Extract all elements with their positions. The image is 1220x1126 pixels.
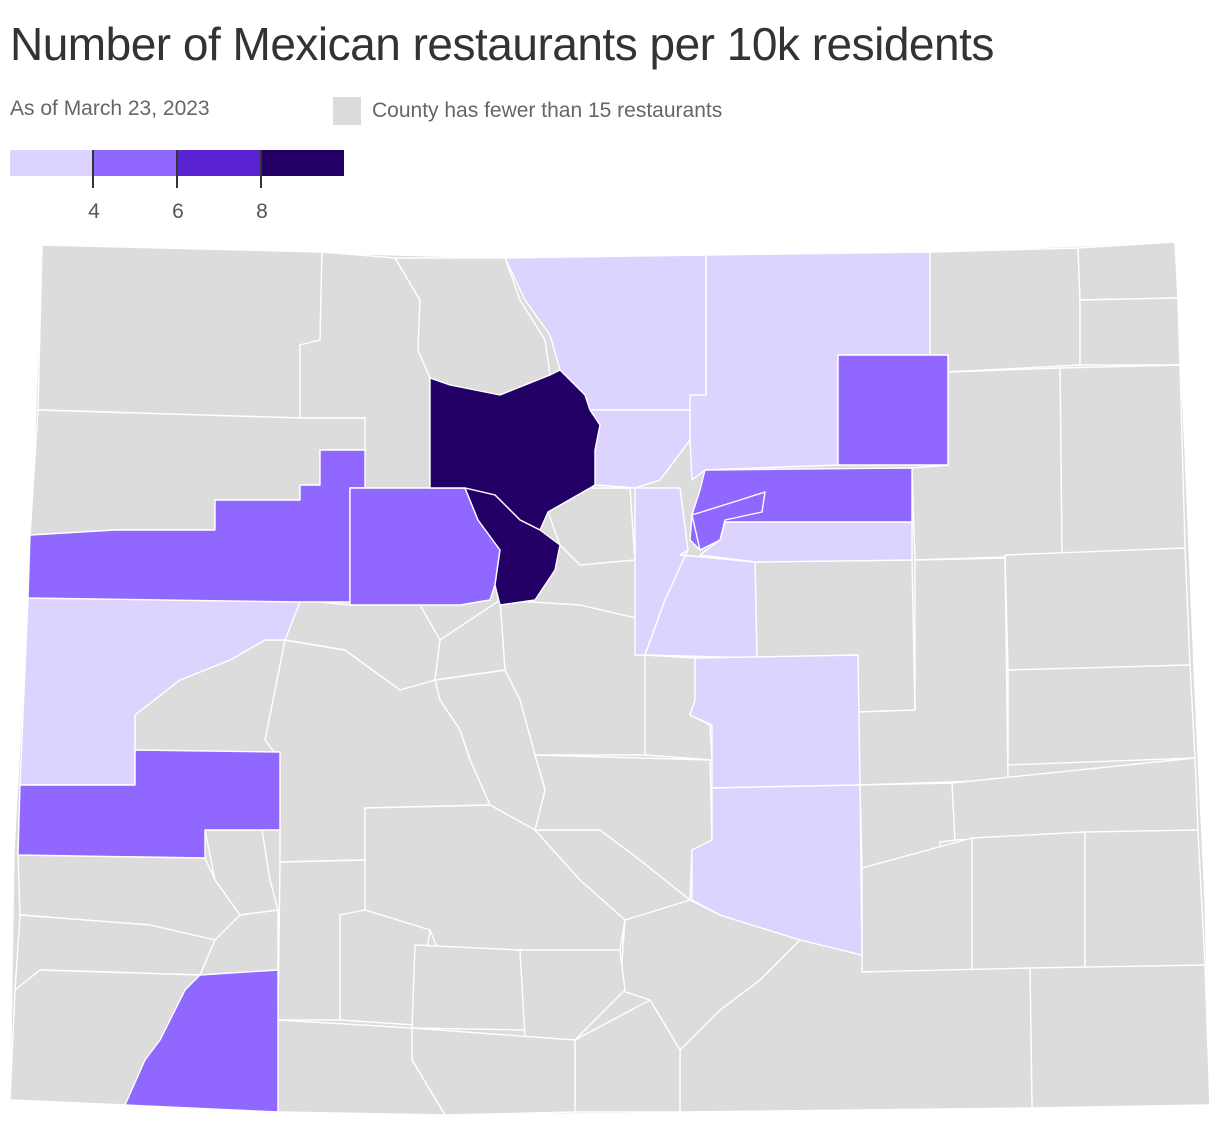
legend-tick-3 <box>260 150 262 188</box>
legend-bin-1 <box>10 150 94 176</box>
county-kit-carson <box>1004 547 1191 671</box>
county-arapahoe-east <box>699 521 913 563</box>
legend-bin-4 <box>260 150 344 176</box>
county-morgan <box>837 354 949 466</box>
legend-tick-label-2: 6 <box>172 200 184 223</box>
county-el-paso <box>689 654 861 789</box>
county-ne-corner-1 <box>929 247 1081 373</box>
county-baca <box>1084 829 1206 969</box>
legend-tick-2 <box>176 150 178 188</box>
county-pueblo <box>691 784 863 956</box>
county-la-plata <box>124 969 279 1113</box>
county-san-juan <box>199 909 279 976</box>
county-prowers <box>971 831 1086 971</box>
chart-subtitle: As of March 23, 2023 <box>10 97 210 120</box>
county-denver <box>691 491 766 551</box>
county-las-animas-east <box>1029 964 1211 1109</box>
county-yuma <box>1059 364 1186 556</box>
legend-color-scale: 4 6 8 <box>10 150 344 230</box>
legend-tick-1 <box>92 150 94 188</box>
legend-tick-label-1: 4 <box>88 200 100 223</box>
county-montrose <box>17 749 281 859</box>
county-sedgwick <box>1077 241 1179 301</box>
colorado-county-map <box>9 241 1211 1116</box>
legend-nodata-label: County has fewer than 15 restaurants <box>372 99 723 122</box>
county-kiowa <box>1007 664 1196 766</box>
legend-bin-3 <box>177 150 261 176</box>
county-phillips <box>1079 297 1181 366</box>
legend-nodata: County has fewer than 15 restaurants <box>333 97 722 125</box>
chart-title: Number of Mexican restaurants per 10k re… <box>10 18 994 70</box>
legend-tick-label-3: 8 <box>256 200 268 223</box>
county-rio-grande <box>411 944 526 1031</box>
county-moffat <box>37 244 323 419</box>
county-alamosa <box>519 949 626 1041</box>
legend-nodata-swatch <box>333 97 361 125</box>
county-summit <box>464 487 561 606</box>
county-garfield <box>27 449 366 603</box>
legend-bin-2 <box>93 150 177 176</box>
